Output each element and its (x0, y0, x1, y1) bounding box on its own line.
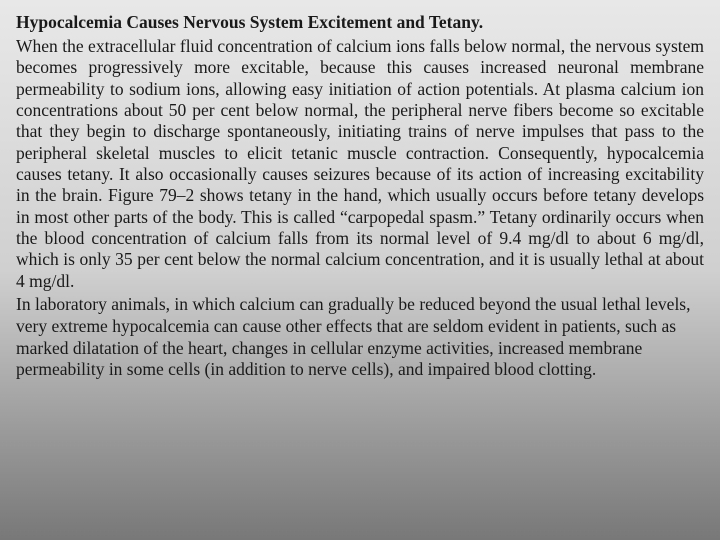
slide-content: Hypocalcemia Causes Nervous System Excit… (16, 12, 704, 381)
paragraph-justified: When the extracellular fluid concentrati… (16, 36, 704, 292)
slide-title: Hypocalcemia Causes Nervous System Excit… (16, 12, 704, 33)
paragraph-left: In laboratory animals, in which calcium … (16, 294, 704, 381)
